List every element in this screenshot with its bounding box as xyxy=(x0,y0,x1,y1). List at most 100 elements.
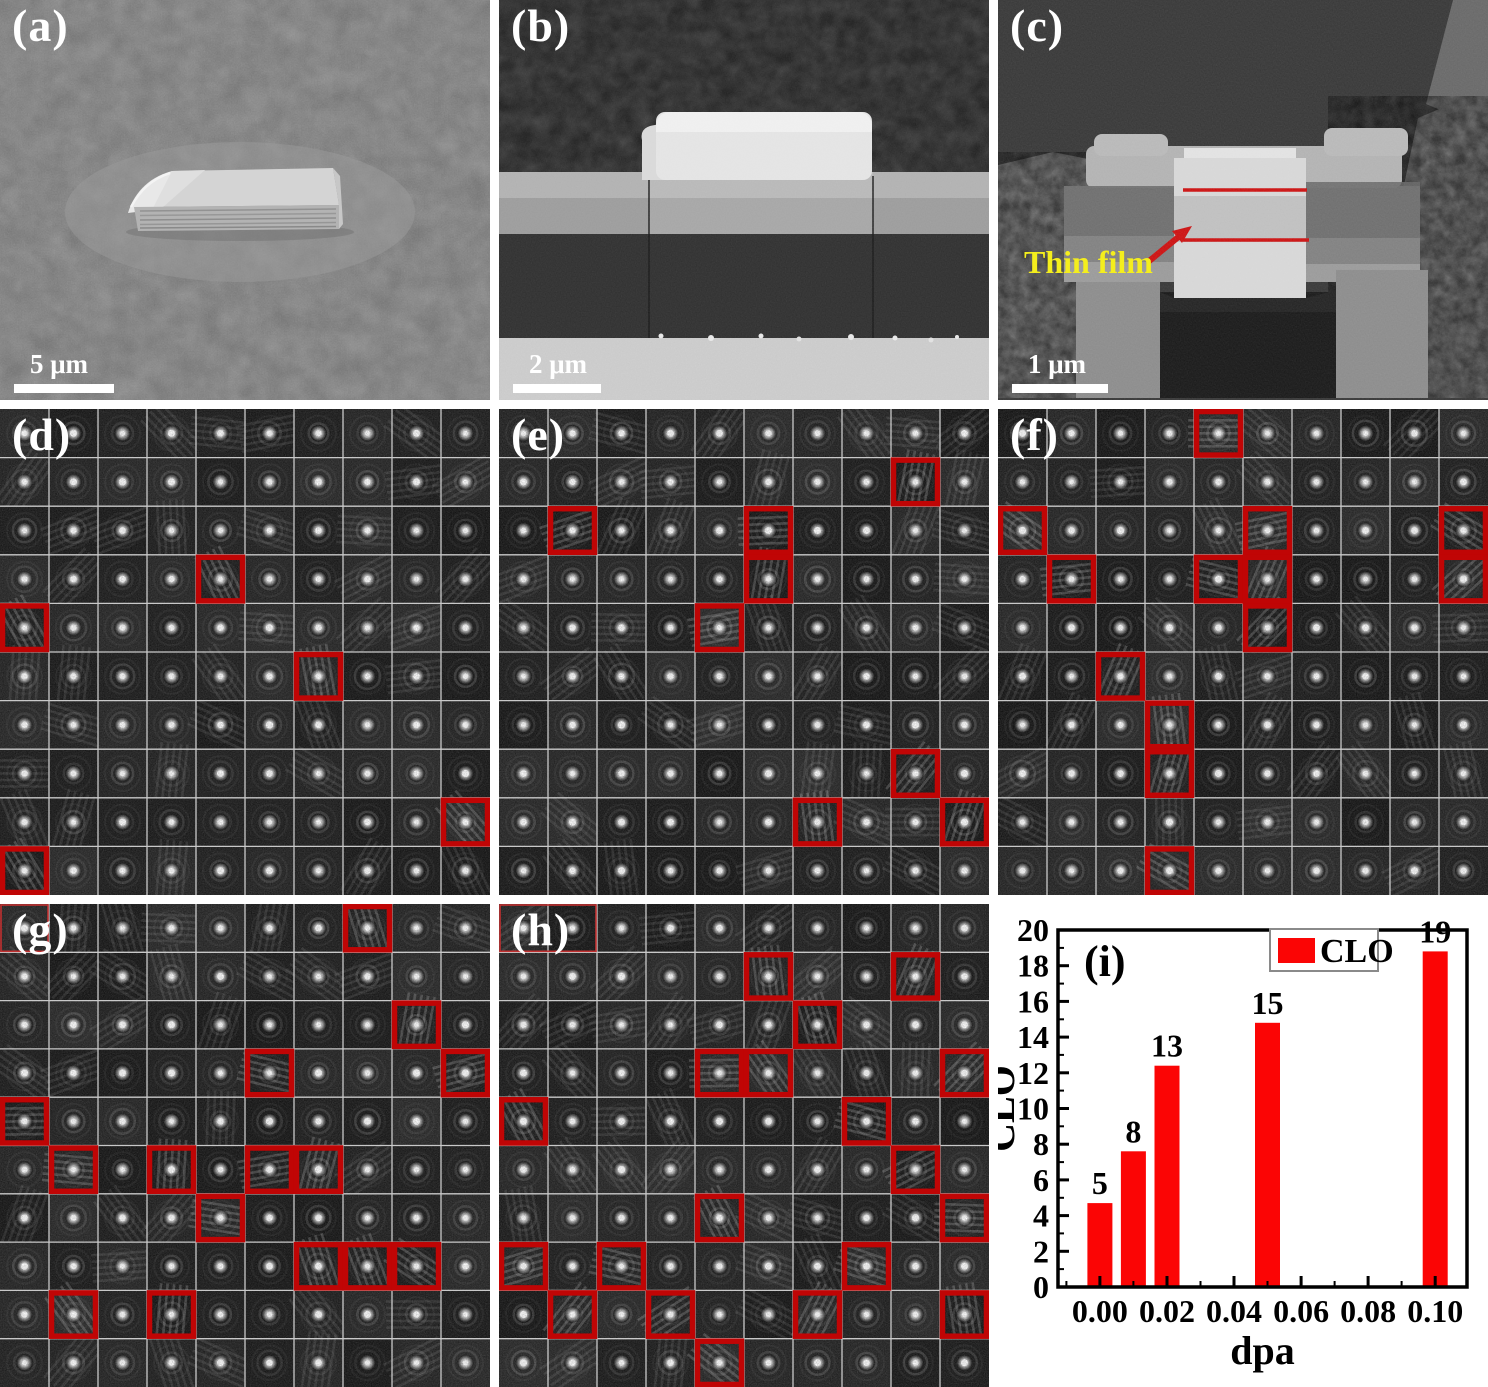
x-tick-label: 0.10 xyxy=(1407,1293,1463,1329)
clo-highlight-box xyxy=(48,1290,99,1339)
clo-highlight-box xyxy=(939,1193,989,1243)
clo-highlight-box xyxy=(440,1048,490,1098)
clo-highlight-box xyxy=(0,603,50,653)
panel-g-diffraction-grid: (g) xyxy=(0,904,490,1387)
clo-highlight-box xyxy=(499,1096,549,1146)
y-tick-label: 4 xyxy=(1033,1198,1049,1234)
panel-label: (i) xyxy=(1084,937,1126,986)
panel-a-sem-image: (a) 5 μm xyxy=(0,0,490,400)
clo-highlight-box xyxy=(939,797,989,847)
thin-outline-box xyxy=(499,904,597,953)
clo-highlight-boxes xyxy=(499,904,989,1387)
diffraction-grid-svg xyxy=(0,904,490,1387)
clo-highlight-boxes xyxy=(0,904,490,1339)
clo-highlight-box xyxy=(0,846,50,895)
x-tick-label: 0.06 xyxy=(1273,1293,1329,1329)
clo-highlight-box xyxy=(743,952,794,1001)
scale-bar-line xyxy=(1012,384,1108,393)
clo-highlight-box xyxy=(146,1290,197,1339)
clo-highlight-box xyxy=(244,1048,295,1098)
clo-highlight-box xyxy=(743,554,794,604)
scale-bar: 5 μm xyxy=(14,349,114,393)
clo-highlight-box xyxy=(48,1145,99,1195)
panel-i-bar-chart: 5 8 13 15 19 0.00 0.02 0.04 0.06 0.08 0.10 dpa 0 2 4 6 8… xyxy=(998,904,1488,1387)
panel-label: (f) xyxy=(1010,409,1059,460)
scale-bar-line xyxy=(513,384,601,393)
x-axis: 0.00 0.02 0.04 0.06 0.08 0.10 dpa xyxy=(1065,1276,1463,1373)
diffraction-grid-d xyxy=(0,409,490,895)
y-tick-label: 2 xyxy=(1033,1233,1049,1269)
clo-highlight-box xyxy=(293,651,344,701)
panel-b-sem-image: (b) 2 μm xyxy=(499,0,989,400)
y-tick-label: 6 xyxy=(1033,1162,1049,1198)
clo-highlight-box xyxy=(1242,505,1293,556)
x-tick-label: 0.02 xyxy=(1139,1293,1195,1329)
clo-highlight-box xyxy=(0,1096,50,1146)
clo-highlight-box xyxy=(1438,505,1488,556)
legend: CLO xyxy=(1269,928,1394,972)
bar xyxy=(1120,1151,1146,1287)
diffraction-grid-svg xyxy=(499,409,989,895)
clo-highlight-box xyxy=(743,505,794,556)
clo-highlight-box xyxy=(596,1241,647,1291)
panel-label: (d) xyxy=(12,409,72,460)
clo-highlight-box xyxy=(547,1290,598,1339)
clo-highlight-box xyxy=(792,1290,843,1339)
sem-image-c xyxy=(998,0,1488,400)
scale-bar: 1 μm xyxy=(1012,349,1108,393)
bar xyxy=(1255,1022,1280,1287)
clo-highlight-box xyxy=(890,457,941,507)
bar-value-label: 8 xyxy=(1125,1113,1141,1149)
bar xyxy=(1087,1203,1113,1287)
clo-highlight-box xyxy=(1095,651,1146,701)
x-tick-label: 0.08 xyxy=(1340,1293,1396,1329)
panel-label: (h) xyxy=(511,904,571,955)
clo-highlight-box xyxy=(694,1193,745,1243)
clo-highlight-box xyxy=(694,603,745,653)
diffraction-grid-e xyxy=(499,409,989,895)
clo-highlight-box xyxy=(1438,554,1488,604)
scale-bar: 2 μm xyxy=(513,349,601,393)
panel-e-diffraction-grid: (e) xyxy=(499,409,989,895)
clo-highlight-box xyxy=(391,1241,442,1291)
panel-d-diffraction-grid: (d) xyxy=(0,409,490,895)
bar-value-label: 15 xyxy=(1252,985,1284,1021)
clo-highlight-box xyxy=(1144,700,1195,750)
clo-highlight-box xyxy=(293,1145,344,1195)
scale-bar-label: 5 μm xyxy=(30,349,89,379)
clo-highlight-boxes xyxy=(998,409,1488,895)
scale-bar-label: 2 μm xyxy=(529,349,588,379)
clo-highlight-box xyxy=(293,1241,344,1291)
bar xyxy=(1422,951,1448,1287)
y-axis-label: CLO xyxy=(998,1065,1023,1152)
panel-label: (b) xyxy=(511,0,571,51)
x-tick-label: 0.00 xyxy=(1072,1293,1128,1329)
clo-highlight-box xyxy=(1193,409,1244,458)
sem-image-b xyxy=(499,0,989,400)
y-tick-label: 20 xyxy=(1017,912,1049,948)
legend-swatch xyxy=(1278,938,1315,963)
clo-highlight-box xyxy=(1193,554,1244,604)
clo-highlight-box xyxy=(440,797,490,847)
diffraction-grid-svg xyxy=(0,409,490,895)
clo-highlight-box xyxy=(499,1241,549,1291)
diffraction-grid-h xyxy=(499,904,989,1387)
clo-highlight-box xyxy=(743,1048,794,1098)
clo-highlight-box xyxy=(841,1096,892,1146)
clo-highlight-box xyxy=(244,1145,295,1195)
x-tick-label: 0.04 xyxy=(1206,1293,1262,1329)
legend-label: CLO xyxy=(1320,933,1394,970)
y-tick-label: 16 xyxy=(1017,983,1049,1019)
bar xyxy=(1154,1065,1180,1287)
clo-highlight-box xyxy=(146,1145,197,1195)
clo-highlight-box xyxy=(939,1048,989,1098)
bar-value-label: 5 xyxy=(1092,1165,1108,1201)
clo-highlight-boxes xyxy=(547,457,989,847)
clo-highlight-box xyxy=(694,1338,745,1387)
clo-highlight-box xyxy=(1242,554,1293,604)
thin-film-annotation: Thin film xyxy=(1024,244,1153,280)
bar-value-label: 13 xyxy=(1151,1028,1183,1064)
